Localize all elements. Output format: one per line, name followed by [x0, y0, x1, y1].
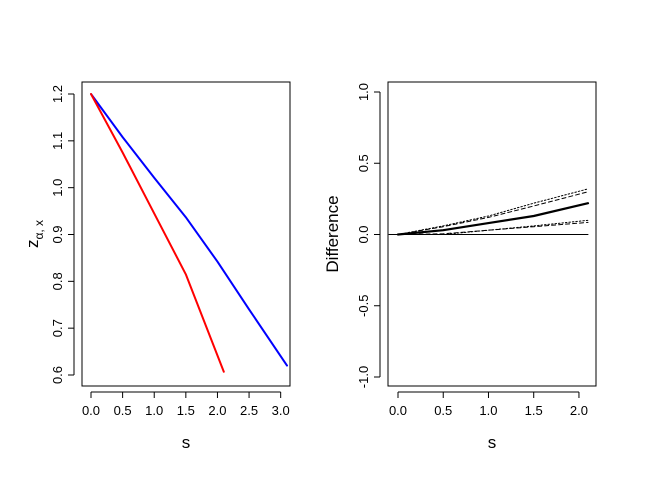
left-y-axis-label-subscript: α, x [32, 220, 46, 240]
series-line-6 [397, 219, 589, 235]
right-series [388, 188, 590, 236]
right-x-axis-label: s [488, 433, 497, 452]
y-tick-label: 1.1 [50, 132, 65, 150]
left-y-axis: 0.6 0.7 0.8 0.9 1.0 1.1 1.2 [50, 85, 75, 384]
right-panel: 0.0 0.5 1.0 1.5 2.0 -1.0 -0.5 0.0 0.5 1.0 s Diff… [323, 81, 597, 452]
left-panel: 0.0 0.5 1.0 1.5 2.0 2.5 3.0 0.6 0.7 0.8 0.9 1.0 1.1… [23, 81, 291, 452]
x-tick-label: 2.5 [240, 403, 258, 418]
series-line-1 [90, 93, 288, 367]
left-y-axis-label-main: z [23, 240, 42, 249]
y-tick-label: -1.0 [356, 366, 371, 388]
y-tick-label: 0.0 [356, 225, 371, 243]
right-y-axis: -1.0 -0.5 0.0 0.5 1.0 [356, 83, 381, 388]
left-plot-frame [81, 81, 291, 387]
y-tick-label: 1.0 [356, 83, 371, 101]
y-tick-label: -0.5 [356, 295, 371, 317]
right-y-axis-label: Difference [323, 195, 342, 272]
x-tick-label: 1.0 [479, 403, 497, 418]
left-y-axis-label: zα, x [23, 220, 46, 248]
y-tick-label: 1.0 [50, 179, 65, 197]
y-tick-label: 0.7 [50, 319, 65, 337]
y-tick-label: 0.9 [50, 225, 65, 243]
x-tick-label: 2.0 [208, 403, 226, 418]
left-x-axis-label: s [182, 433, 191, 452]
x-tick-label: 0.0 [82, 403, 100, 418]
x-tick-label: 3.0 [272, 403, 290, 418]
right-plot-frame [387, 81, 597, 387]
x-tick-label: 1.5 [177, 403, 195, 418]
y-tick-label: 0.8 [50, 272, 65, 290]
x-tick-label: 1.0 [145, 403, 163, 418]
y-tick-label: 0.6 [50, 366, 65, 384]
x-tick-label: 1.5 [525, 403, 543, 418]
x-tick-label: 0.0 [389, 403, 407, 418]
y-tick-label: 1.2 [50, 85, 65, 103]
right-x-axis: 0.0 0.5 1.0 1.5 2.0 [389, 391, 588, 418]
series-line-4 [397, 188, 589, 235]
series-line-3 [397, 191, 589, 235]
x-tick-label: 0.5 [434, 403, 452, 418]
series-line-2 [90, 93, 225, 373]
x-tick-label: 0.5 [114, 403, 132, 418]
x-tick-label: 2.0 [570, 403, 588, 418]
y-tick-label: 0.5 [356, 154, 371, 172]
left-series [90, 93, 288, 373]
left-x-axis: 0.0 0.5 1.0 1.5 2.0 2.5 3.0 [82, 391, 290, 418]
series-line-2 [396, 202, 590, 236]
